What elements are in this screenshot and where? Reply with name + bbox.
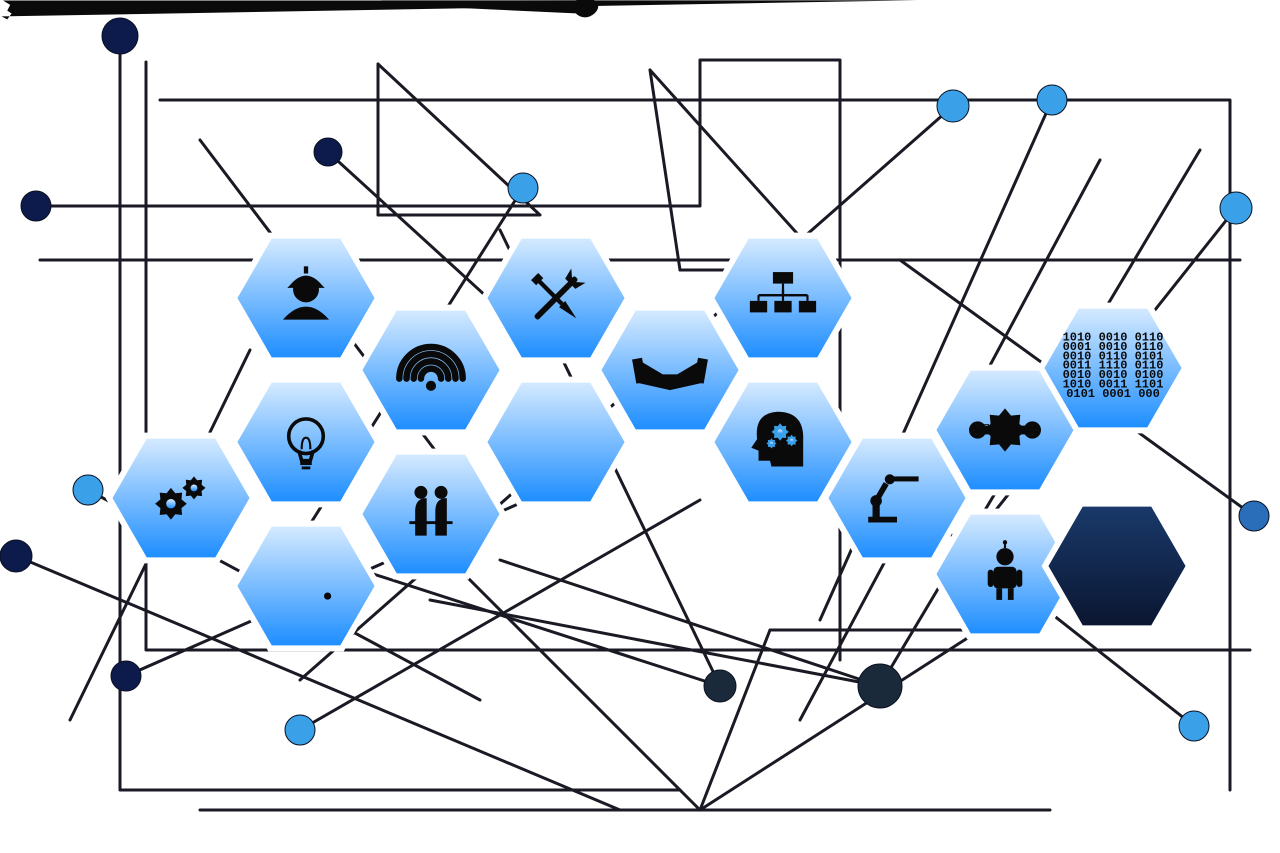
hex-gears [109,436,253,561]
network-dot [937,90,969,122]
network-dot [1179,711,1209,741]
hex-tools [484,236,628,361]
service-label: Service [981,421,1029,438]
binary-line: 0101 0001 000 [1066,387,1160,401]
network-dot [1037,85,1067,115]
people-meeting-icon-hex [359,452,503,577]
connection-line [330,560,720,686]
network-dot [314,138,342,166]
hex-darkhex [1045,504,1189,629]
network-diagram: Service 1010 0010 01100001 0010 01100010 … [0,0,1280,853]
network-dot [508,173,538,203]
hex-worker [234,236,378,361]
cloud-icon-hex [484,380,628,505]
network-dot [111,661,141,691]
network-dot [0,540,32,572]
hex-orgchart [711,236,855,361]
hex-handshake [598,308,742,433]
hex-lightbulb [234,380,378,505]
network-dot [1220,192,1252,224]
network-dot [858,664,902,708]
network-dot [704,670,736,702]
network-dot [21,191,51,221]
binary-icon: 1010 0010 01100001 0010 01100010 0110 01… [1063,331,1164,401]
network-dot [102,18,138,54]
none-icon-hex [1045,504,1189,629]
lightbulb-icon-hex [234,380,378,505]
network-dot [73,475,103,505]
diagram-svg: Service 1010 0010 01100001 0010 01100010 … [0,0,1280,853]
network-dot [285,715,315,745]
connection-line [450,560,700,810]
network-dot [1239,501,1269,531]
hex-people [359,452,503,577]
handshake-icon-hex [598,308,742,433]
